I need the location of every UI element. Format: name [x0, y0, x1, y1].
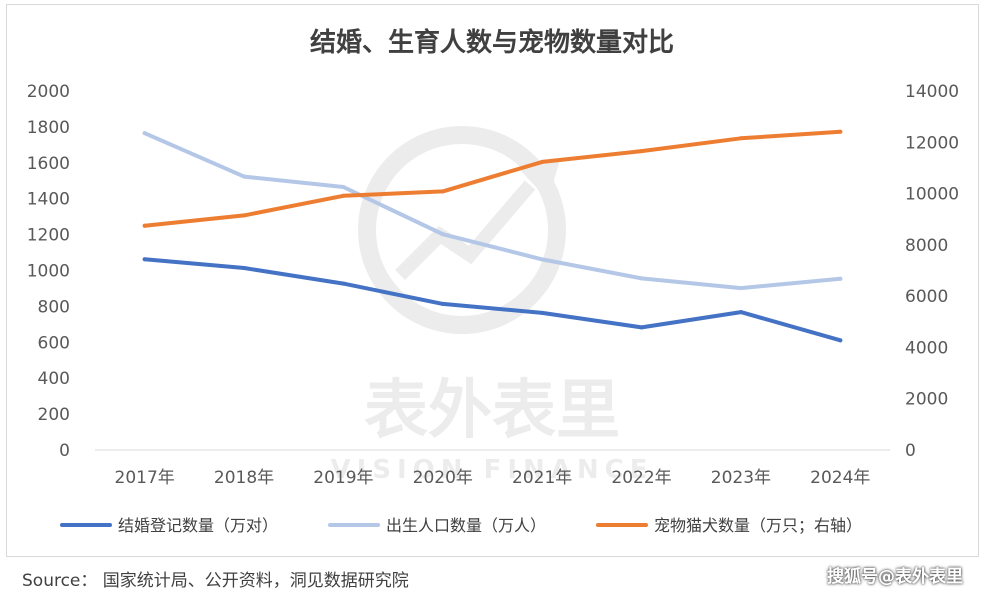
data-point: [738, 310, 743, 315]
y-left-tick-label: 1200: [27, 226, 70, 246]
series-line-3: [142, 129, 843, 228]
data-point: [242, 174, 247, 179]
x-tick-label: 2023年: [711, 468, 771, 488]
series-line-1: [142, 257, 843, 343]
y-left-tick-label: 1400: [27, 190, 70, 210]
y-right-tick-label: 4000: [905, 338, 948, 358]
y-right-tick-label: 8000: [905, 236, 948, 256]
legend: 结婚登记数量（万对） 出生人口数量（万人） 宠物猫犬数量（万只；右轴）: [60, 516, 862, 535]
y-left-tick-label: 1600: [27, 154, 70, 174]
y-right-tick-label: 14000: [905, 82, 959, 102]
data-point: [242, 213, 247, 218]
x-tick-label: 2024年: [810, 468, 870, 488]
legend-label: 结婚登记数量（万对）: [118, 516, 278, 535]
x-tick-label: 2021年: [512, 468, 572, 488]
y-left-tick-label: 2000: [27, 82, 70, 102]
y-left-tick-label: 200: [38, 405, 70, 425]
y-left-tick-label: 400: [38, 369, 70, 389]
y-right-tick-label: 12000: [905, 133, 959, 153]
y-right-axis: 0 2000 4000 6000 8000 10000 12000 14000: [905, 82, 959, 461]
data-point: [142, 257, 147, 262]
legend-label: 宠物猫犬数量（万只；右轴）: [654, 516, 862, 535]
legend-label: 出生人口数量（万人）: [386, 516, 546, 535]
data-point: [838, 338, 843, 343]
x-tick-label: 2022年: [611, 468, 671, 488]
watermark-subtext: VISION FINANCE: [330, 455, 653, 485]
y-left-tick-label: 800: [38, 297, 70, 317]
watermark: 表外表里 VISION FINANCE: [330, 126, 653, 485]
data-point: [838, 129, 843, 134]
x-tick-label: 2018年: [214, 468, 274, 488]
data-point: [639, 149, 644, 154]
data-point: [540, 310, 545, 315]
data-point: [738, 286, 743, 291]
y-left-axis: 0 200 400 600 800 1000 1200 1400 1600 1800 2000: [27, 82, 70, 461]
y-left-tick-label: 1800: [27, 118, 70, 138]
source-note: Source： 国家统计局、公开资料，洞见数据研究院: [22, 571, 409, 591]
series-line-2: [142, 131, 843, 291]
data-point: [440, 301, 445, 306]
data-point: [738, 136, 743, 141]
x-axis: 2017年 2018年 2019年 2020年 2021年 2022年 2023年 2024年: [115, 468, 871, 488]
series-lines: [142, 129, 843, 343]
data-point: [142, 223, 147, 228]
data-point: [440, 232, 445, 237]
watermark-text: 表外表里: [364, 374, 620, 448]
credit-watermark: 搜狐号@表外表里: [827, 567, 963, 587]
y-left-tick-label: 600: [38, 333, 70, 353]
x-tick-label: 2017年: [115, 468, 175, 488]
data-point: [142, 131, 147, 136]
data-point: [639, 325, 644, 330]
x-tick-label: 2019年: [313, 468, 373, 488]
data-point: [540, 159, 545, 164]
data-point: [341, 193, 346, 198]
y-right-tick-label: 6000: [905, 287, 948, 307]
data-point: [540, 257, 545, 262]
data-point: [341, 185, 346, 190]
x-tick-label: 2020年: [413, 468, 473, 488]
y-left-tick-label: 0: [59, 441, 70, 461]
chart-title: 结婚、生育人数与宠物数量对比: [310, 27, 674, 58]
y-right-tick-label: 10000: [905, 185, 959, 205]
data-point: [639, 276, 644, 281]
y-left-tick-label: 1000: [27, 262, 70, 282]
y-right-tick-label: 0: [905, 441, 916, 461]
data-point: [838, 276, 843, 281]
data-point: [440, 189, 445, 194]
y-right-tick-label: 2000: [905, 390, 948, 410]
data-point: [242, 265, 247, 270]
data-point: [341, 281, 346, 286]
